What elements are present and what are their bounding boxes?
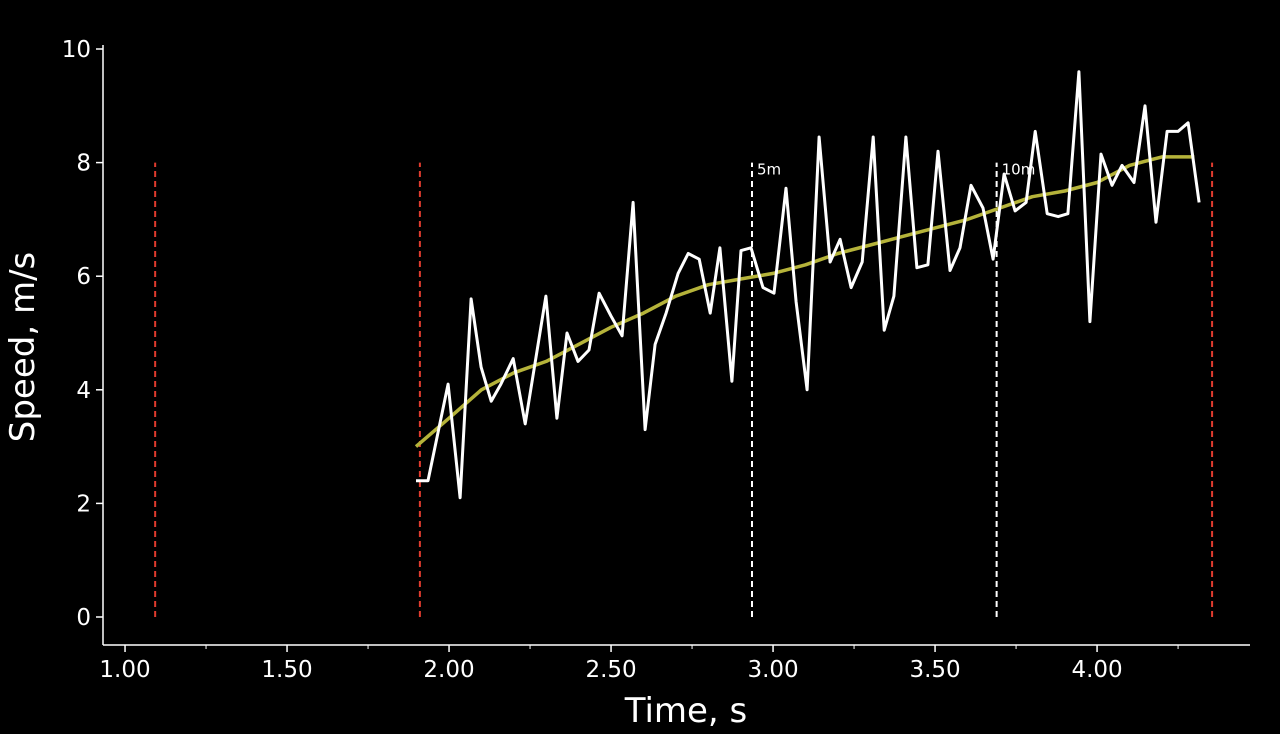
- x-tick-label: 2.50: [585, 657, 636, 683]
- y-tick-label: 2: [76, 491, 91, 517]
- marker-label: 10m: [1002, 161, 1036, 179]
- y-axis-label: Speed, m/s: [3, 252, 43, 443]
- series-line: [414, 155, 1195, 448]
- y-tick-label: 6: [76, 264, 91, 290]
- y-tick-label: 8: [76, 151, 91, 177]
- x-tick-label: 1.50: [261, 657, 312, 683]
- x-tick-label: 1.00: [99, 657, 150, 683]
- series-line: [416, 70, 1201, 500]
- x-tick-label: 3.50: [909, 657, 960, 683]
- marker-label: 5m: [757, 161, 781, 179]
- y-tick-label: 0: [76, 605, 91, 631]
- x-axis-label: Time, s: [624, 691, 748, 731]
- x-tick-label: 4.00: [1071, 657, 1122, 683]
- y-tick-label: 4: [76, 378, 91, 404]
- x-tick-label: 2.00: [423, 657, 474, 683]
- x-tick-label: 3.00: [747, 657, 798, 683]
- y-tick-label: 10: [62, 37, 91, 63]
